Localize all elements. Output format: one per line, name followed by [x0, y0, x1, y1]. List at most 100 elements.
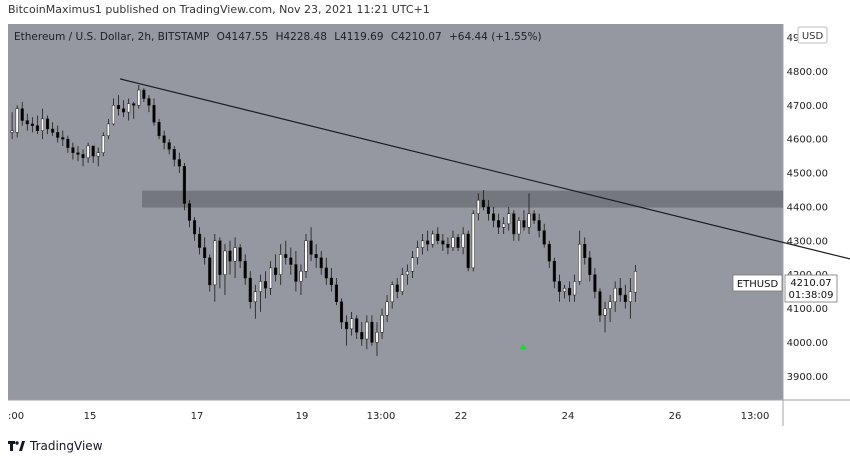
time-axis-tick: 24 [562, 411, 575, 422]
candle-down [91, 145, 95, 157]
candle-up [127, 103, 131, 113]
candle-down [25, 120, 29, 125]
candle-up [502, 223, 506, 228]
descending-trendline[interactable] [119, 78, 850, 289]
candle-down [172, 149, 176, 160]
plot-background [8, 24, 783, 400]
candle-down [329, 277, 333, 286]
candle-up [451, 237, 455, 248]
price-chart[interactable]: 4900.004800.004700.004600.004500.004400.… [0, 20, 850, 430]
candle-down [497, 220, 501, 228]
candle-down [456, 237, 460, 248]
candle-down [152, 105, 156, 123]
candle-down [208, 257, 212, 286]
time-axis-tick: 19 [296, 411, 309, 422]
candle-down [542, 230, 546, 245]
candle-up [471, 213, 475, 269]
candle-down [623, 294, 627, 303]
price-axis-tick: 4400.00 [787, 202, 828, 213]
candle-down [162, 135, 166, 143]
candle-up [410, 257, 415, 272]
candle-up [304, 240, 308, 272]
candle-up [578, 243, 582, 282]
legend-open-value: 4147.55 [225, 31, 268, 43]
currency-button[interactable] [797, 26, 828, 44]
price-axis-tick: 4800.00 [787, 67, 828, 78]
legend-high-label: H [276, 31, 284, 43]
candle-down [30, 123, 34, 126]
footer-branding[interactable]: TradingView [8, 436, 103, 456]
candle-down [284, 254, 288, 258]
legend-low-label: L [334, 31, 340, 43]
candle-down [66, 138, 70, 148]
resistance-zone [142, 190, 783, 208]
candle-down [203, 247, 207, 258]
currency-button-label[interactable]: USD [802, 31, 824, 42]
candle-down [568, 287, 572, 296]
candle-down [486, 206, 491, 214]
price-tag-countdown: 01:38:09 [789, 290, 834, 301]
candle-down [446, 243, 450, 248]
candle-down [441, 240, 445, 245]
candle-down [248, 277, 252, 303]
candle-down [593, 274, 597, 292]
time-axis-tick: 13:00 [741, 411, 770, 422]
tradingview-logo-icon [8, 441, 25, 451]
candle-down [192, 220, 197, 235]
candle-up [421, 240, 425, 248]
candle-down [314, 254, 318, 258]
candle-down [228, 250, 232, 262]
candle-up [106, 123, 110, 137]
candle-down [167, 142, 171, 150]
time-axis-tick: 22 [455, 411, 468, 422]
candle-up [613, 287, 617, 303]
candle-down [157, 121, 161, 137]
legend-high-value: 4228.48 [284, 31, 327, 43]
candle-down [147, 98, 151, 106]
time-axis-tick: 15 [84, 411, 97, 422]
candle-down [355, 318, 359, 333]
candle-down [583, 243, 587, 258]
candle-down [294, 264, 298, 282]
candle-down [132, 103, 136, 106]
candle-up [380, 315, 384, 333]
candle-down [588, 257, 592, 275]
price-axis-tick: 3900.00 [787, 372, 828, 383]
chart-container[interactable]: 4900.004800.004700.004600.004500.004400.… [0, 20, 850, 430]
legend-close-value: 4210.07 [398, 31, 441, 43]
candle-up [431, 233, 435, 245]
legend-change: +64.44 (+1.55%) [449, 31, 542, 43]
candle-down [122, 108, 126, 113]
candle-down [182, 166, 186, 204]
candle-up [375, 332, 379, 343]
legend-low-value: 4119.69 [340, 31, 383, 43]
candle-down [51, 128, 55, 133]
candle-down [274, 267, 278, 275]
candle-down [319, 257, 323, 269]
candle-down [187, 203, 192, 221]
candle-up [573, 281, 577, 296]
legend-symbol: Ethereum / U.S. Dollar, 2h, BITSTAMP [14, 31, 209, 43]
price-axis-background [783, 24, 850, 400]
candle-down [598, 291, 602, 316]
price-axis-tick: 4300.00 [787, 236, 828, 247]
candle-down [334, 284, 338, 303]
candle-down [263, 281, 268, 289]
legend-line: Ethereum / U.S. Dollar, 2h, BITSTAMP O41… [14, 31, 542, 43]
candle-up [253, 291, 257, 303]
candle-up [461, 233, 465, 248]
candle-down [46, 118, 50, 130]
candle-up [603, 308, 607, 316]
buy-signal-arrow-icon [519, 343, 528, 350]
candle-down [466, 233, 470, 269]
price-tag-symbol-box [732, 274, 783, 292]
candle-down [71, 147, 75, 153]
candle-down [61, 137, 65, 140]
candle-up [527, 213, 531, 228]
candle-down [557, 281, 561, 292]
candle-up [279, 254, 283, 275]
candle-up [405, 271, 409, 275]
candle-down [436, 233, 440, 242]
candle-up [476, 199, 480, 214]
candle-up [223, 250, 227, 275]
